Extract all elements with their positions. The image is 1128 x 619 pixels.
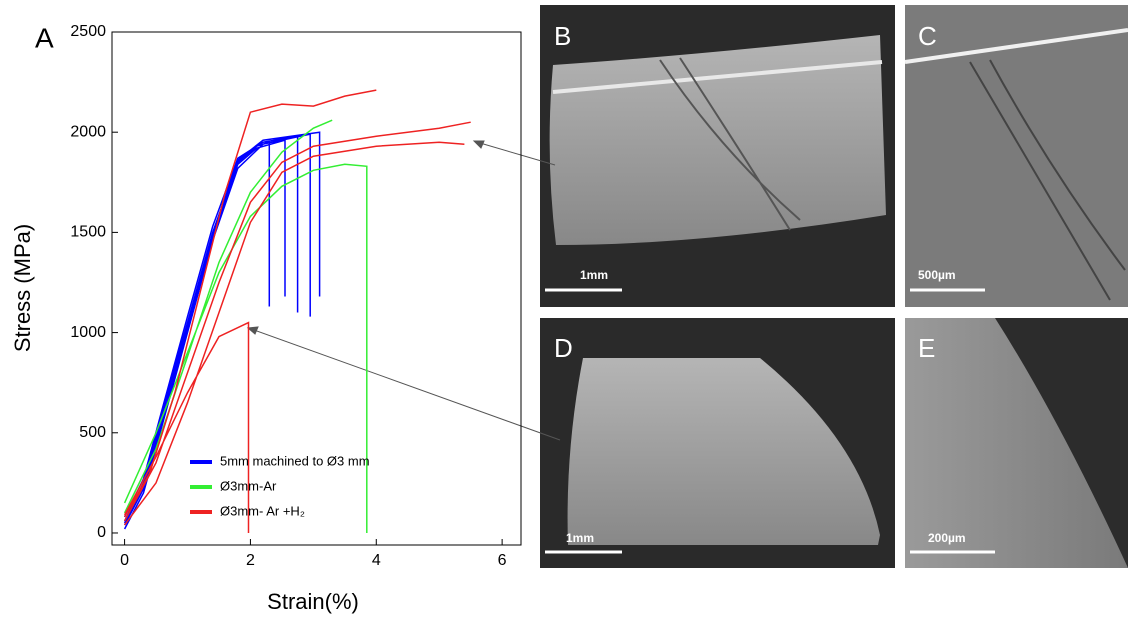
x-tick-label: 6 (498, 552, 507, 569)
scale-label: 500µm (918, 268, 956, 282)
y-tick-label: 500 (79, 424, 106, 441)
y-tick-label: 0 (97, 524, 106, 541)
plot-frame (111, 31, 522, 546)
panel-label: B (554, 21, 571, 51)
arrows (246, 140, 561, 441)
y-axis-label: Stress (MPa) (10, 224, 35, 352)
y-tick-label: 1000 (70, 324, 106, 341)
legend-label: Ø3mm- Ar +H₂ (220, 503, 305, 518)
scale-label: 200µm (928, 531, 966, 545)
x-tick-label: 4 (372, 552, 381, 569)
panel-label: A (35, 22, 54, 53)
sem-b: 1mm B (540, 5, 895, 307)
sem-c: 500µm C (904, 5, 1128, 307)
series-line (123, 119, 368, 533)
x-axis-label: Strain(%) (267, 589, 359, 614)
panel-label: D (554, 333, 573, 363)
x-tick-label: 0 (120, 552, 129, 569)
y-tick-label: 2500 (70, 23, 106, 40)
y-tick-label: 1500 (70, 224, 106, 241)
scale-label: 1mm (580, 268, 608, 282)
legend-label: 5mm machined to Ø3 mm (220, 453, 370, 468)
panel-label: E (918, 333, 935, 363)
sem-d: 1mm D (540, 318, 895, 568)
legend-label: Ø3mm-Ar (220, 478, 277, 493)
x-tick-label: 2 (246, 552, 255, 569)
sem-e: 200µm E (905, 318, 1128, 568)
y-tick-label: 2000 (70, 123, 106, 140)
series-line (123, 131, 321, 530)
scale-label: 1mm (566, 531, 594, 545)
series-line (123, 89, 471, 533)
panel-label: C (918, 21, 937, 51)
